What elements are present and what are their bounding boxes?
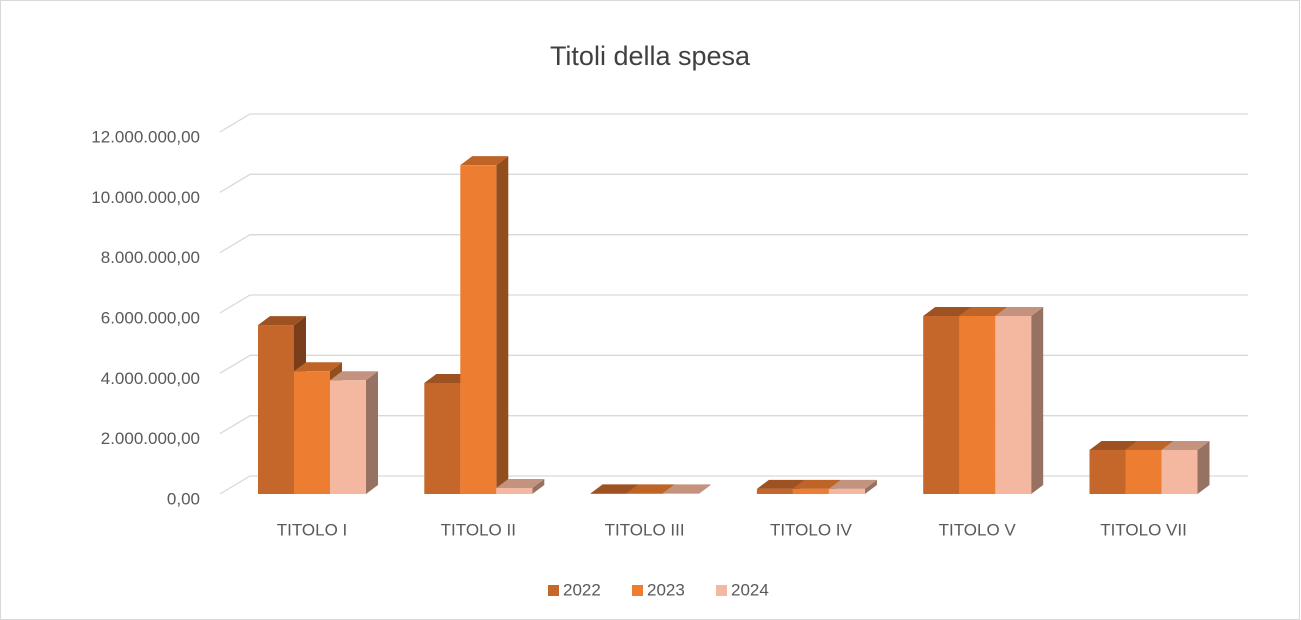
bar-top xyxy=(828,479,877,489)
x-tick-label: TITOLO IV xyxy=(770,520,853,539)
bar-top xyxy=(330,371,378,381)
bar-top xyxy=(590,484,639,494)
grid-line xyxy=(219,113,1248,133)
bar xyxy=(923,316,960,494)
bar-top xyxy=(792,479,841,489)
bar-top xyxy=(258,316,306,326)
bar xyxy=(1125,449,1162,494)
grid-line xyxy=(219,234,1248,254)
y-tick-label: 4.000.000,00 xyxy=(101,369,200,388)
bar-top xyxy=(1161,440,1210,450)
bar xyxy=(1089,449,1126,494)
y-tick-label: 8.000.000,00 xyxy=(101,248,200,267)
legend-swatch xyxy=(716,585,727,596)
grid-line xyxy=(219,354,1248,374)
chart-title: Titoli della spesa xyxy=(550,41,751,71)
bar xyxy=(330,380,366,494)
grid-line xyxy=(219,294,1248,314)
bar-top xyxy=(626,484,675,494)
bar-side xyxy=(864,479,877,494)
bar-top xyxy=(662,484,711,494)
x-tick-label: TITOLO II xyxy=(441,520,516,539)
bar xyxy=(294,371,330,494)
bar-top xyxy=(995,307,1044,317)
bar-top xyxy=(1125,440,1174,450)
grid-line xyxy=(219,173,1248,193)
x-tick-label: TITOLO III xyxy=(605,520,685,539)
bar-side xyxy=(1031,307,1044,494)
bar xyxy=(1161,449,1198,494)
y-tick-label: 0,00 xyxy=(167,489,200,508)
bar-top xyxy=(1089,440,1138,450)
grid-line xyxy=(219,475,1248,495)
bar xyxy=(959,316,996,494)
bar xyxy=(792,488,829,494)
bar-top xyxy=(756,479,805,489)
bar-side xyxy=(698,484,711,494)
bar xyxy=(756,488,793,494)
y-tick-label: 6.000.000,00 xyxy=(101,308,200,327)
legend-label: 2023 xyxy=(647,580,685,599)
bar xyxy=(590,493,627,494)
y-tick-label: 2.000.000,00 xyxy=(101,429,200,448)
bar-side xyxy=(532,478,545,494)
bar xyxy=(995,316,1032,494)
bar-top xyxy=(496,478,545,488)
grid-line xyxy=(219,415,1248,435)
bar xyxy=(424,382,461,494)
bar-top xyxy=(460,156,509,166)
bar-side xyxy=(496,156,509,494)
legend-label: 2024 xyxy=(731,580,769,599)
bar xyxy=(626,493,663,494)
bar xyxy=(496,487,533,494)
bar-top xyxy=(923,307,972,317)
bar xyxy=(460,165,497,494)
x-tick-label: TITOLO V xyxy=(939,520,1017,539)
legend-label: 2022 xyxy=(563,580,601,599)
y-tick-label: 10.000.000,00 xyxy=(91,188,200,207)
bar-side xyxy=(366,371,378,494)
bar xyxy=(258,325,294,494)
legend-swatch xyxy=(548,585,559,596)
legend-swatch xyxy=(632,585,643,596)
bar-side xyxy=(1197,440,1210,494)
bar xyxy=(662,493,699,494)
bar-top xyxy=(959,307,1008,317)
bar xyxy=(828,488,865,494)
x-tick-label: TITOLO VII xyxy=(1100,520,1187,539)
bar-top xyxy=(294,362,342,372)
x-tick-label: TITOLO I xyxy=(277,520,348,539)
y-tick-label: 12.000.000,00 xyxy=(91,127,200,146)
